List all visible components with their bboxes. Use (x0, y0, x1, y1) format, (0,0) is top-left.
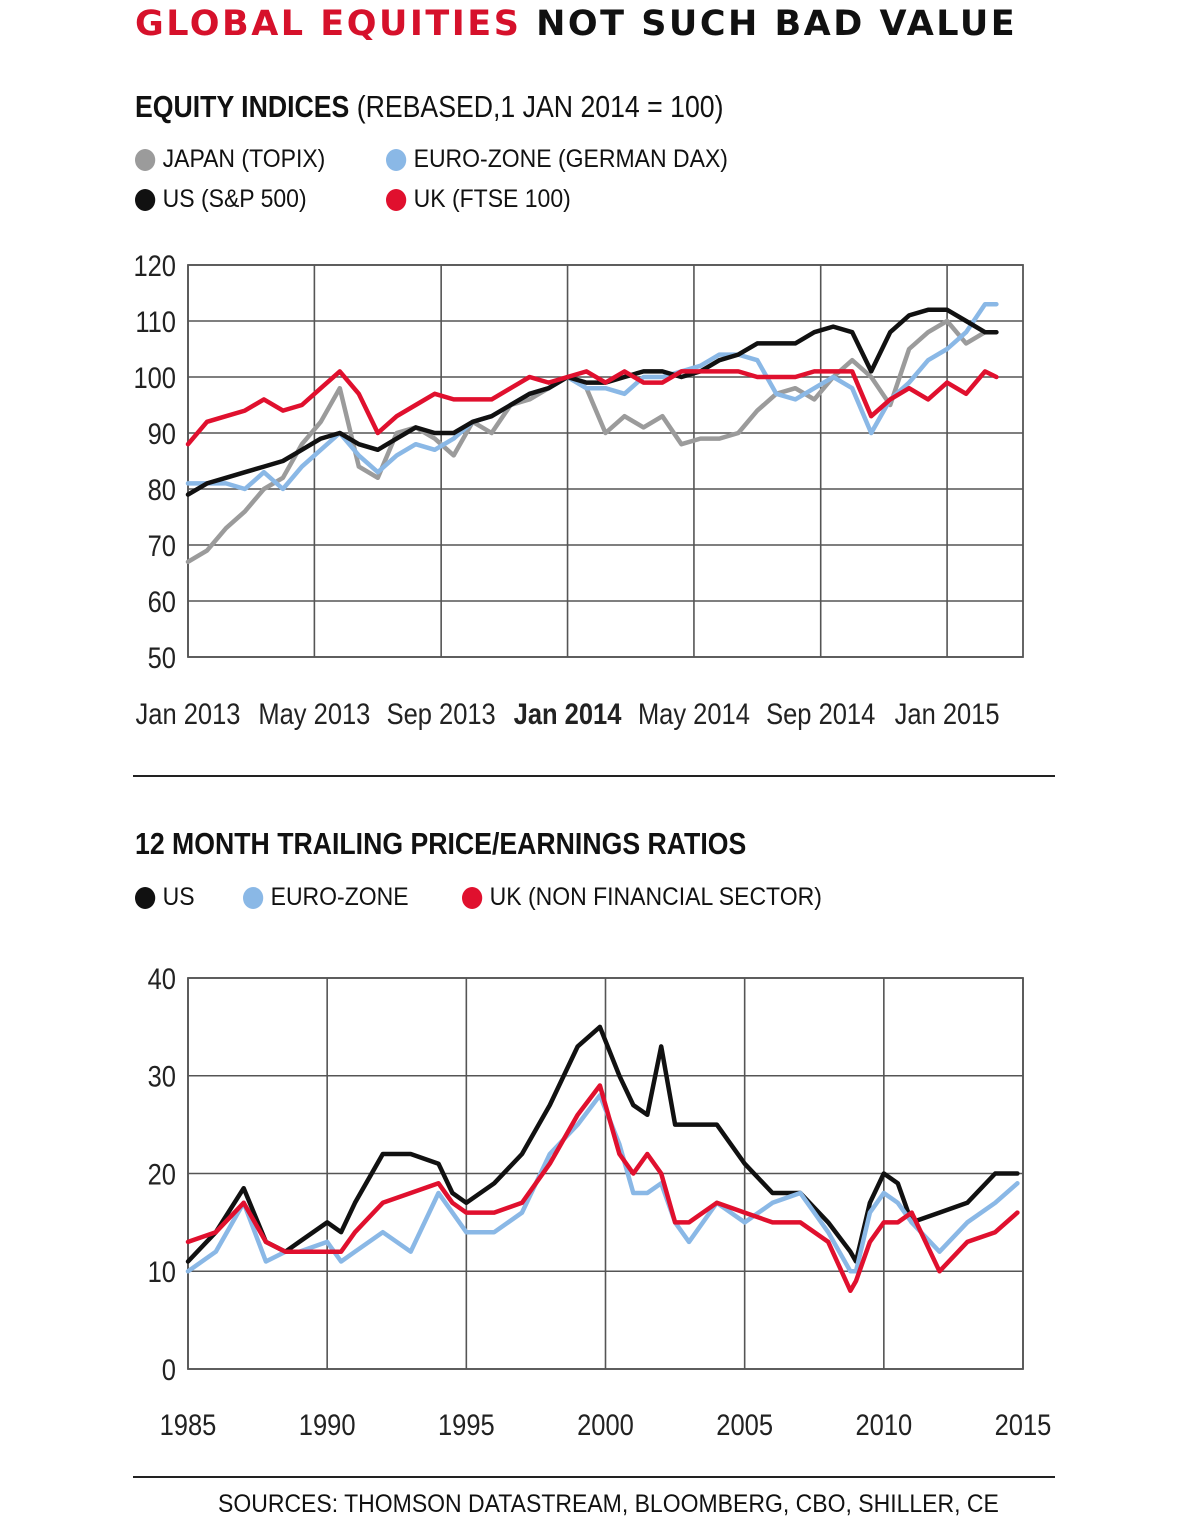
legend-label-eurozone: EURO-ZONE (GERMAN DAX) (413, 145, 728, 173)
series-line-euro-zone (185, 1093, 1020, 1274)
x-tick-label: 2010 (855, 1408, 912, 1441)
sources-note: SOURCES: THOMSON DATASTREAM, BLOOMBERG, … (218, 1490, 999, 1518)
legend-label-us: US (S&P 500) (162, 185, 307, 213)
legend-pe-us: US (135, 883, 195, 912)
x-tick-label: 2005 (716, 1408, 773, 1441)
legend-dot-japan (135, 148, 156, 171)
headline-rest: NOT SUCH BAD VALUE (536, 4, 1018, 44)
x-tick-label: 1990 (299, 1408, 356, 1441)
legend-label-pe-us: US (162, 883, 195, 911)
headline-highlight: GLOBAL EQUITIES (135, 4, 522, 44)
chart1-title-rest: (REBASED,1 JAN 2014 = 100) (356, 89, 724, 124)
legend-dot-eurozone (386, 148, 407, 171)
x-tick-label: Jan 2015 (895, 697, 1000, 730)
chart1-title: EQUITY INDICES (REBASED,1 JAN 2014 = 100… (135, 89, 723, 125)
y-tick-label: 20 (148, 1158, 176, 1191)
series-line-euro-zone-german-dax (185, 301, 999, 492)
x-tick-label: Jan 2014 (514, 697, 622, 730)
y-tick-label: 120 (133, 249, 176, 282)
series-line-us (185, 1024, 1020, 1264)
legend-label-pe-uk: UK (NON FINANCIAL SECTOR) (489, 883, 822, 911)
legend-japan: JAPAN (TOPIX) (135, 145, 325, 174)
y-tick-label: 60 (148, 585, 176, 618)
x-tick-label: Jan 2013 (136, 697, 241, 730)
y-tick-label: 50 (148, 641, 176, 674)
y-tick-label: 80 (148, 473, 176, 506)
legend-us-sp500: US (S&P 500) (135, 185, 307, 214)
legend-dot-pe-eurozone (243, 886, 264, 909)
chart2-title-text: 12 MONTH TRAILING PRICE/EARNINGS RATIOS (135, 826, 747, 861)
y-tick-label: 70 (148, 529, 176, 562)
legend-label-uk: UK (FTSE 100) (413, 185, 571, 213)
series-line-uk-ftse-100 (185, 369, 999, 447)
x-tick-label: Sep 2013 (387, 697, 496, 730)
chart2-title: 12 MONTH TRAILING PRICE/EARNINGS RATIOS (135, 826, 746, 862)
headline: GLOBAL EQUITIES NOT SUCH BAD VALUE (135, 4, 1017, 44)
y-tick-label: 10 (148, 1255, 176, 1288)
series-line-uk-non-financial-sector (185, 1083, 1020, 1294)
y-tick-label: 110 (135, 305, 176, 338)
x-tick-label: 2000 (577, 1408, 634, 1441)
legend-label-japan: JAPAN (TOPIX) (162, 145, 326, 173)
legend-pe-uk: UK (NON FINANCIAL SECTOR) (462, 883, 822, 912)
y-tick-label: 90 (148, 417, 176, 450)
legend-dot-us (135, 188, 156, 211)
x-tick-label: 1995 (438, 1408, 495, 1441)
legend-dot-pe-uk (462, 886, 483, 909)
legend-dot-uk (386, 188, 407, 211)
x-tick-label: Sep 2014 (766, 697, 875, 730)
section-divider (133, 775, 1055, 777)
y-tick-label: 0 (162, 1353, 176, 1386)
y-tick-label: 100 (133, 361, 176, 394)
plot-frame (187, 977, 1024, 1370)
legend-eurozone-dax: EURO-ZONE (GERMAN DAX) (386, 145, 728, 174)
equity-indices-chart: 50 60 70 80 90 100 110 120 Jan 2013 May 2013 Sep 2… (133, 249, 1024, 730)
x-tick-label: 1985 (160, 1408, 217, 1441)
footer-divider (133, 1476, 1055, 1478)
plot-frame (187, 264, 1024, 658)
y-tick-label: 40 (148, 962, 176, 995)
series-line-japan-topix (185, 318, 999, 565)
legend-uk-ftse: UK (FTSE 100) (386, 185, 571, 214)
x-tick-label: May 2013 (258, 697, 370, 730)
series-line-us-s-p-500 (185, 307, 999, 497)
x-tick-label: 2015 (995, 1408, 1052, 1441)
x-tick-label: May 2014 (638, 697, 750, 730)
legend-pe-eurozone: EURO-ZONE (243, 883, 409, 912)
legend-label-pe-eurozone: EURO-ZONE (270, 883, 409, 911)
legend-dot-pe-us (135, 886, 156, 909)
y-tick-label: 30 (148, 1060, 176, 1093)
chart1-title-bold: EQUITY INDICES (135, 89, 350, 124)
